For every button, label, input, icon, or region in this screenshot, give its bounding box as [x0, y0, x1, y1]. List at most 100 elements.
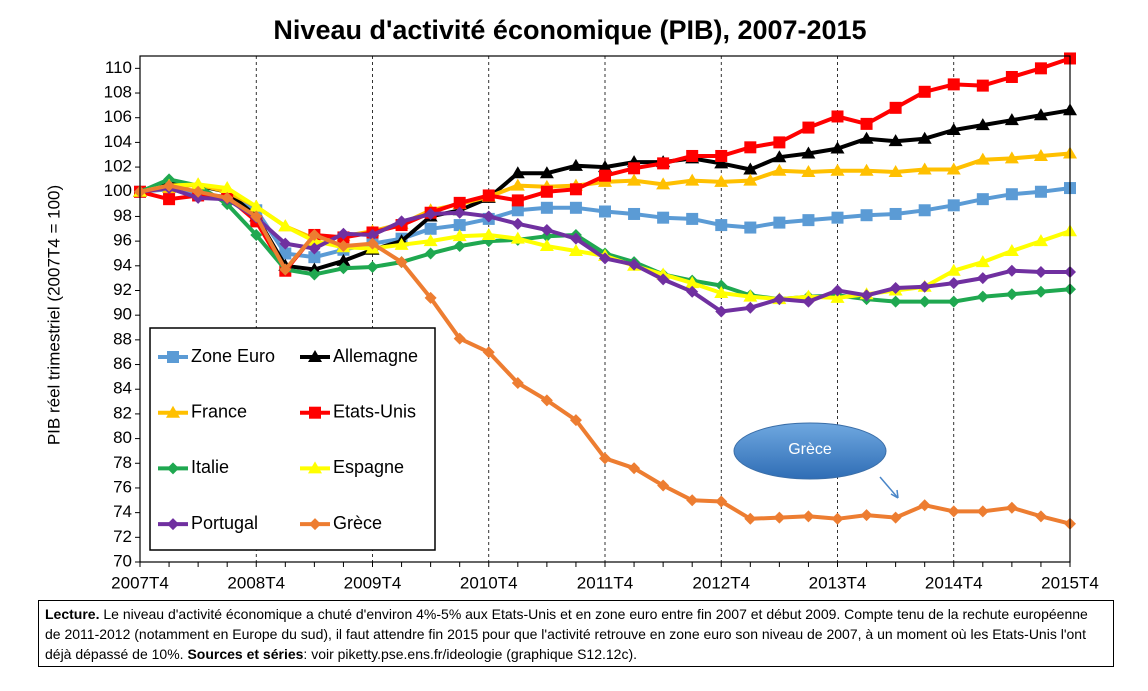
sources-label: Sources et séries: [187, 646, 304, 662]
marker: [830, 290, 845, 303]
marker: [1004, 151, 1019, 164]
marker: [163, 179, 176, 192]
marker: [917, 162, 932, 175]
marker: [568, 243, 583, 256]
marker: [167, 462, 179, 475]
y-tick-label: 84: [113, 379, 132, 398]
marker: [888, 165, 903, 178]
marker: [946, 263, 961, 276]
marker: [453, 219, 466, 232]
y-tick-label: 108: [104, 83, 132, 102]
marker: [743, 173, 758, 186]
marker: [773, 216, 786, 229]
marker: [279, 247, 292, 260]
lines: [133, 52, 1077, 530]
marker: [744, 221, 757, 234]
marker: [628, 162, 641, 175]
marker: [510, 231, 525, 244]
y-tick-label: 78: [113, 453, 132, 472]
marker: [569, 414, 582, 427]
marker: [278, 219, 293, 232]
marker: [976, 505, 989, 518]
y-tick-label: 82: [113, 403, 132, 422]
marker: [249, 199, 264, 212]
marker: [540, 224, 553, 237]
y-tick-label: 76: [113, 477, 132, 496]
legend-label: Etats-Unis: [333, 401, 416, 421]
marker: [337, 227, 350, 240]
marker: [309, 406, 321, 419]
marker: [279, 263, 292, 276]
marker: [569, 232, 582, 245]
marker: [366, 261, 379, 274]
x-tick-label: 2013T4: [809, 573, 867, 592]
marker: [685, 276, 700, 289]
marker: [975, 255, 990, 268]
marker: [773, 136, 786, 149]
marker: [714, 174, 729, 187]
marker: [918, 85, 931, 98]
marker: [831, 512, 844, 525]
marker: [714, 285, 729, 298]
marker: [308, 268, 321, 281]
y-tick-label: 100: [104, 181, 132, 200]
y-tick-label: 70: [113, 551, 132, 570]
annotation-bubble: [733, 422, 887, 480]
marker: [1005, 288, 1018, 301]
marker: [714, 156, 729, 169]
marker: [599, 252, 611, 265]
marker: [715, 279, 728, 292]
marker: [191, 177, 206, 190]
marker: [540, 185, 553, 198]
marker: [424, 291, 437, 304]
marker: [976, 193, 989, 206]
marker: [628, 207, 641, 220]
marker: [860, 289, 873, 302]
marker: [976, 79, 989, 92]
marker: [947, 78, 960, 91]
legend-label: Espagne: [333, 457, 404, 477]
marker: [860, 117, 873, 130]
marker: [1005, 501, 1018, 514]
y-tick-label: 94: [113, 255, 132, 274]
marker: [599, 205, 611, 218]
marker: [918, 499, 931, 512]
marker: [511, 217, 524, 230]
marker: [308, 350, 322, 362]
marker: [917, 131, 932, 144]
marker: [1033, 148, 1048, 161]
marker: [773, 511, 786, 524]
marker: [627, 173, 642, 186]
marker: [947, 277, 960, 290]
marker: [715, 305, 728, 318]
marker: [686, 494, 699, 507]
legend-label: Italie: [191, 457, 229, 477]
marker: [657, 479, 670, 492]
x-tick-label: 2009T4: [344, 573, 402, 592]
marker: [802, 295, 815, 308]
marker: [686, 212, 699, 225]
chart-title: Niveau d'activité économique (PIB), 2007…: [273, 15, 866, 45]
marker: [163, 193, 176, 206]
marker: [337, 240, 350, 253]
marker: [744, 141, 757, 154]
y-tick-label: 98: [113, 206, 132, 225]
marker: [167, 351, 179, 363]
marker: [424, 247, 437, 260]
chart: Niveau d'activité économique (PIB), 2007…: [44, 15, 1098, 592]
marker: [511, 204, 524, 217]
y-tick-label: 72: [113, 527, 132, 546]
marker: [1034, 185, 1047, 198]
x-tick-label: 2008T4: [227, 573, 285, 592]
marker: [802, 121, 815, 134]
marker: [657, 211, 670, 224]
marker: [279, 237, 292, 250]
x-tick-label: 2012T4: [692, 573, 750, 592]
y-tick-label: 88: [113, 329, 132, 348]
marker: [831, 284, 844, 297]
marker: [744, 301, 757, 314]
marker: [453, 196, 466, 209]
marker: [831, 110, 844, 123]
marker: [167, 518, 179, 531]
